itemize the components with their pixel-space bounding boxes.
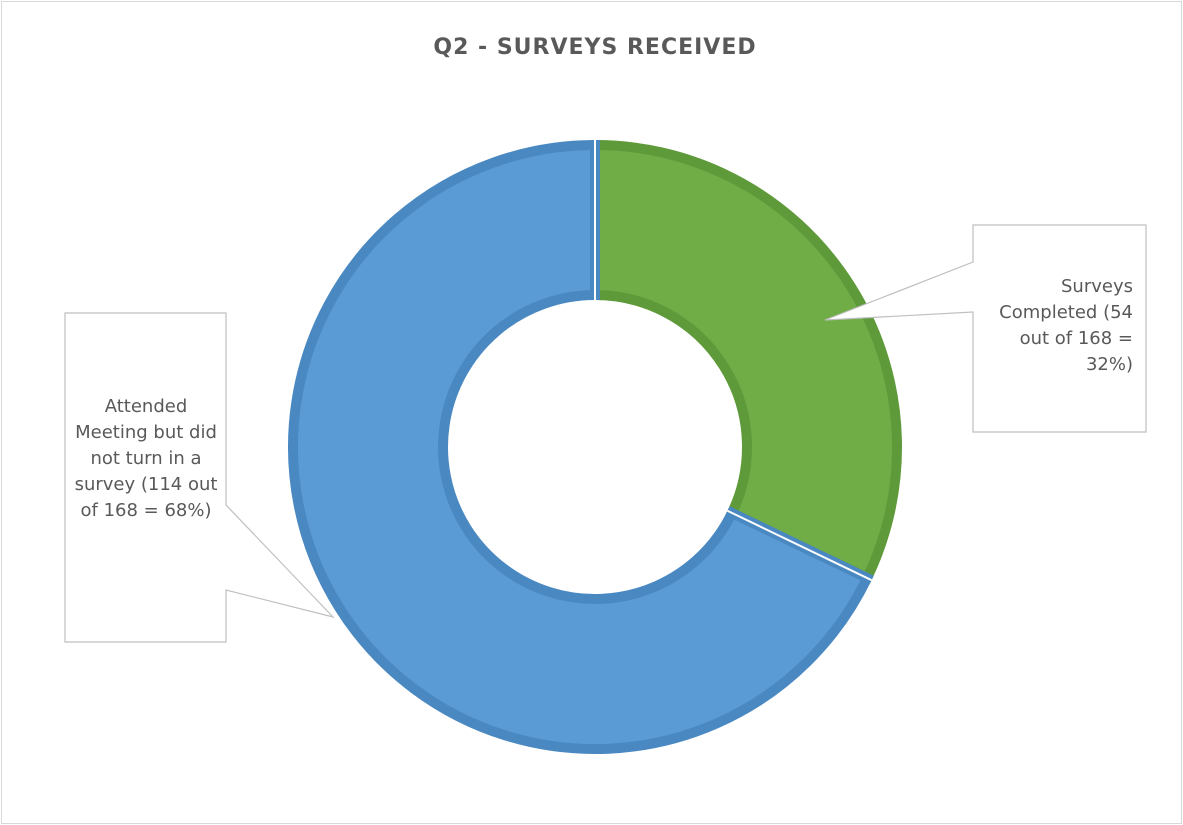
data-label: Surveys Completed (54 out of 168 = 32%) (999, 276, 1133, 375)
slice (590, 139, 902, 585)
callout-box (824, 224, 1147, 433)
callout-box (64, 312, 335, 643)
slices (288, 139, 902, 754)
data-label: Attended Meeting but did not turn in a s… (74, 396, 218, 521)
chart-title: Q2 - SURVEYS RECEIVED (433, 35, 756, 60)
slice-separator (727, 509, 873, 582)
slice (288, 139, 874, 754)
